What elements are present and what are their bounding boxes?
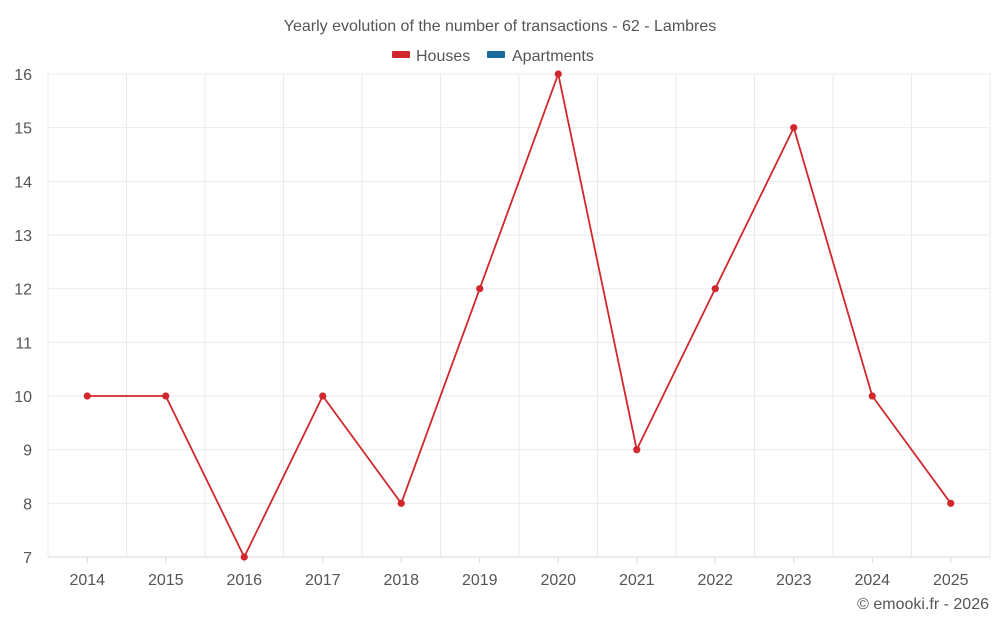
x-tick-label: 2023 bbox=[776, 572, 812, 589]
x-tick-label: 2022 bbox=[697, 572, 733, 589]
legend: Houses Apartments bbox=[392, 48, 594, 65]
legend-swatch-houses bbox=[392, 51, 410, 58]
axes: 7 8 9 10 11 12 13 14 15 16 2014 2015 2016 2017 2018 201… bbox=[14, 67, 990, 589]
series bbox=[83, 70, 955, 561]
y-tick-label: 11 bbox=[15, 335, 32, 352]
legend-swatch-apartments bbox=[487, 51, 505, 58]
y-tick-label: 14 bbox=[14, 174, 32, 191]
credit-text: © emooki.fr - 2026 bbox=[857, 596, 989, 613]
x-tick-label: 2021 bbox=[619, 572, 655, 589]
x-tick-label: 2025 bbox=[933, 572, 969, 589]
y-tick-label: 7 bbox=[23, 550, 32, 567]
data-point-houses-2018[interactable] bbox=[397, 499, 405, 507]
y-tick-label: 10 bbox=[14, 389, 32, 406]
x-tick-label: 2014 bbox=[69, 572, 105, 589]
data-point-houses-2024[interactable] bbox=[868, 392, 876, 400]
legend-item-apartments[interactable]: Apartments bbox=[487, 48, 594, 65]
legend-label-apartments: Apartments bbox=[512, 48, 594, 65]
x-tick-label: 2020 bbox=[540, 572, 576, 589]
x-tick-label: 2016 bbox=[226, 572, 262, 589]
chart-title: Yearly evolution of the number of transa… bbox=[284, 18, 717, 35]
y-tick-label: 15 bbox=[14, 121, 32, 138]
data-point-houses-2014[interactable] bbox=[83, 392, 91, 400]
y-tick-label: 8 bbox=[23, 496, 32, 513]
data-point-houses-2022[interactable] bbox=[711, 285, 719, 293]
data-point-houses-2017[interactable] bbox=[319, 392, 327, 400]
x-tick-label: 2018 bbox=[383, 572, 419, 589]
y-tick-label: 12 bbox=[14, 282, 32, 299]
data-point-houses-2021[interactable] bbox=[633, 446, 641, 454]
legend-label-houses: Houses bbox=[416, 48, 470, 65]
data-point-houses-2015[interactable] bbox=[162, 392, 170, 400]
x-tick-label: 2017 bbox=[305, 572, 341, 589]
data-point-houses-2025[interactable] bbox=[947, 499, 955, 507]
series-line-houses bbox=[87, 70, 952, 560]
x-tick-label: 2015 bbox=[148, 572, 184, 589]
y-tick-label: 9 bbox=[23, 443, 32, 460]
x-tick-label: 2024 bbox=[854, 572, 890, 589]
legend-item-houses[interactable]: Houses bbox=[392, 48, 470, 65]
data-point-houses-2023[interactable] bbox=[790, 124, 798, 132]
y-tick-label: 13 bbox=[14, 228, 32, 245]
x-tick-label: 2019 bbox=[462, 572, 498, 589]
data-point-houses-2016[interactable] bbox=[240, 553, 248, 561]
data-point-houses-2019[interactable] bbox=[476, 285, 484, 293]
grid bbox=[47, 73, 991, 557]
y-tick-label: 16 bbox=[14, 67, 32, 84]
data-point-houses-2020[interactable] bbox=[554, 70, 562, 78]
